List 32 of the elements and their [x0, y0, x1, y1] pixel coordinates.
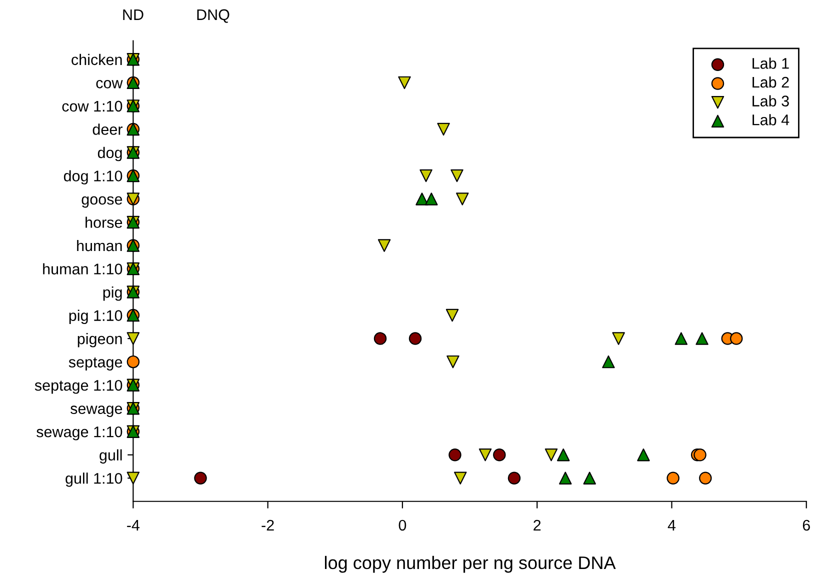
- y-tick-label: sewage 1:10: [36, 426, 122, 440]
- y-tick-label: deer: [92, 124, 123, 135]
- x-tick-label: 4: [668, 520, 676, 531]
- legend-label: Lab 3: [752, 95, 789, 106]
- x-tick-label: 6: [802, 520, 810, 531]
- y-tick-label: human: [77, 240, 122, 252]
- x-axis-title: log copy number per ng source DNA: [324, 556, 616, 573]
- y-tick-label: chicken: [72, 54, 122, 66]
- y-tick-label: pig 1:10: [69, 310, 122, 324]
- text: DNQ: [197, 9, 230, 23]
- legend-label: Lab 4: [752, 114, 790, 126]
- legend-label: Lab 2: [752, 76, 789, 88]
- y-tick-label: dog: [98, 146, 122, 162]
- y-tick-label: pigeon: [78, 333, 122, 348]
- y-tick-label: septage: [68, 357, 122, 371]
- y-tick-label: dog 1:10: [64, 170, 122, 184]
- y-tick-label: gull: [100, 449, 122, 464]
- legend-label: Lab 1: [752, 58, 789, 69]
- x-tick-label: 0: [398, 520, 406, 531]
- y-tick-label: sewage: [70, 406, 122, 418]
- x-tick-label: -4: [127, 520, 140, 531]
- y-tick-label: pig: [103, 286, 122, 301]
- text: ND: [123, 9, 144, 20]
- y-tick-label: goose: [82, 196, 122, 208]
- y-tick-label: cow: [96, 80, 123, 88]
- y-tick-label: septage 1:10: [34, 380, 122, 394]
- y-tick-label: human 1:10: [43, 263, 122, 274]
- y-tick-label: gull 1:10: [66, 472, 122, 487]
- y-tick-label: cow 1:10: [62, 100, 122, 112]
- x-tick-label: -2: [262, 520, 274, 531]
- x-tick-label: 2: [534, 520, 541, 531]
- y-tick-label: horse: [86, 216, 122, 228]
